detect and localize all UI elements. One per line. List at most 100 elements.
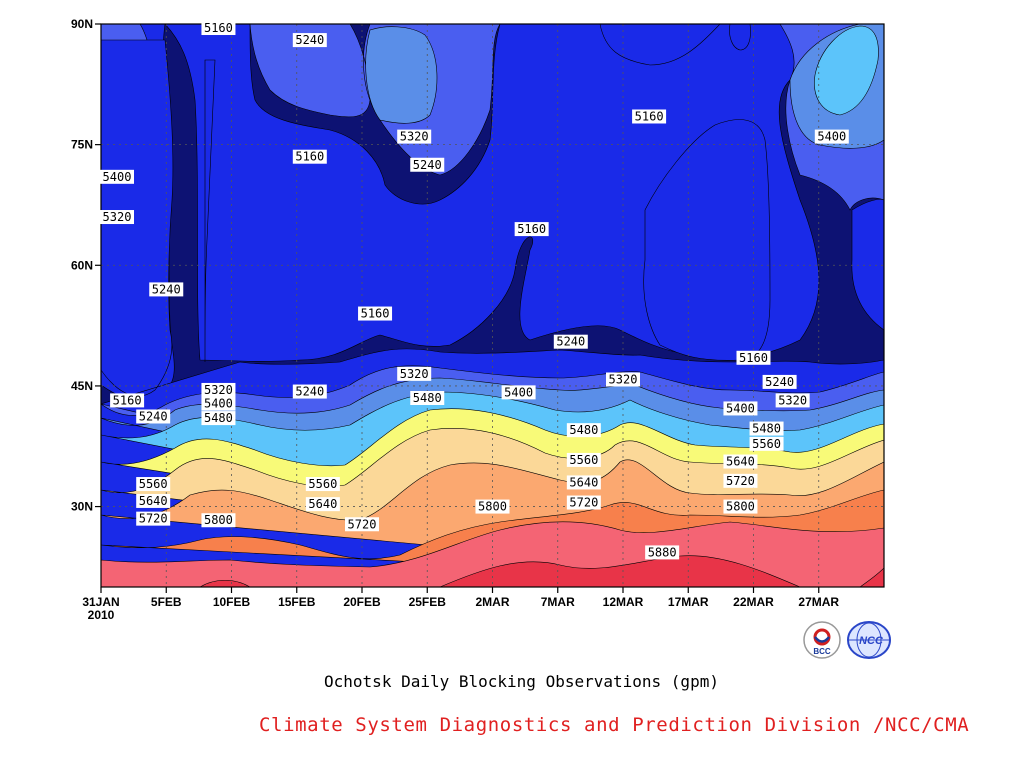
x-tick-label: 27MAR <box>798 595 839 609</box>
svg-text:5800: 5800 <box>726 500 755 514</box>
svg-text:5720: 5720 <box>569 496 598 510</box>
x-tick-label: 2MAR <box>475 595 509 609</box>
contour-label: 5240 <box>762 374 797 389</box>
contour-label: 5160 <box>201 21 236 36</box>
svg-text:5160: 5160 <box>739 351 768 365</box>
svg-text:5160: 5160 <box>295 150 324 164</box>
contour-label: 5160 <box>292 149 327 164</box>
contour-label: 5400 <box>501 385 536 400</box>
svg-text:5240: 5240 <box>139 409 168 423</box>
contour-label: 5320 <box>397 129 432 144</box>
contour-region <box>643 119 771 361</box>
svg-text:5560: 5560 <box>308 477 337 491</box>
svg-text:5480: 5480 <box>204 411 233 425</box>
contour-label: 5640 <box>723 454 758 469</box>
contour-labels: 5160524053205160524051605400540053205160… <box>100 21 849 560</box>
x-tick-label: 25FEB <box>409 595 447 609</box>
contour-label: 5880 <box>645 545 680 560</box>
contour-label: 5160 <box>632 109 667 124</box>
bcc-logo-icon: BCC <box>802 620 842 660</box>
svg-text:5240: 5240 <box>295 33 324 47</box>
contour-label: 5240 <box>136 409 171 424</box>
svg-text:5560: 5560 <box>752 437 781 451</box>
svg-text:5320: 5320 <box>103 210 132 224</box>
x-tick-label: 20FEB <box>343 595 381 609</box>
contour-label: 5400 <box>100 169 134 184</box>
contour-label: 5800 <box>201 513 236 528</box>
contour-label: 5160 <box>110 393 145 408</box>
chart-title: Ochotsk Daily Blocking Observations (gpm… <box>324 672 719 691</box>
svg-text:5160: 5160 <box>113 393 142 407</box>
x-tick-label: 12MAR <box>603 595 644 609</box>
svg-text:5560: 5560 <box>139 477 168 491</box>
contour-label: 5720 <box>566 495 601 510</box>
contour-label: 5160 <box>736 350 771 365</box>
svg-text:5320: 5320 <box>400 367 429 381</box>
contour-label: 5560 <box>749 436 784 451</box>
svg-text:5320: 5320 <box>778 393 807 407</box>
credit-text: Climate System Diagnostics and Predictio… <box>259 714 970 736</box>
contour-label: 5560 <box>136 477 171 492</box>
contour-label: 5400 <box>814 129 849 144</box>
x-tick-label: 22MAR <box>733 595 774 609</box>
contour-label: 5240 <box>553 334 588 349</box>
svg-text:5640: 5640 <box>308 497 337 511</box>
contour-label: 5320 <box>397 366 432 381</box>
y-tick-label: 75N <box>71 138 93 152</box>
y-tick-label: 60N <box>71 258 93 272</box>
svg-text:5720: 5720 <box>348 517 377 531</box>
contour-bands <box>101 24 884 587</box>
svg-text:5400: 5400 <box>817 130 846 144</box>
contour-label: 5480 <box>201 411 236 426</box>
contour-label: 5560 <box>566 452 601 467</box>
svg-text:5880: 5880 <box>648 545 677 559</box>
svg-text:5160: 5160 <box>361 307 390 321</box>
svg-text:5560: 5560 <box>569 453 598 467</box>
contour-region <box>599 24 721 66</box>
contour-label: 5720 <box>136 511 171 526</box>
bcc-logo-text: BCC <box>813 647 831 656</box>
contour-label: 5720 <box>723 473 758 488</box>
svg-text:5800: 5800 <box>204 513 233 527</box>
svg-text:5480: 5480 <box>413 391 442 405</box>
svg-text:5160: 5160 <box>635 109 664 123</box>
svg-text:5400: 5400 <box>103 170 132 184</box>
svg-text:5480: 5480 <box>569 423 598 437</box>
svg-text:5320: 5320 <box>400 130 429 144</box>
svg-text:5240: 5240 <box>413 158 442 172</box>
contour-label: 5320 <box>201 382 236 397</box>
contour-label: 5480 <box>749 421 784 436</box>
contour-label: 5240 <box>149 282 184 297</box>
contour-label: 5400 <box>201 396 236 411</box>
svg-text:5640: 5640 <box>569 475 598 489</box>
contour-label: 5160 <box>358 306 393 321</box>
svg-text:5400: 5400 <box>204 397 233 411</box>
contour-label: 5400 <box>723 401 758 416</box>
svg-text:5240: 5240 <box>152 282 181 296</box>
contour-label: 5240 <box>292 384 327 399</box>
contour-region <box>729 24 751 51</box>
contour-region <box>365 26 438 124</box>
svg-text:5240: 5240 <box>556 335 585 349</box>
svg-text:5800: 5800 <box>478 500 507 514</box>
y-tick-label: 30N <box>71 500 93 514</box>
x-tick-label: 10FEB <box>213 595 251 609</box>
svg-text:5160: 5160 <box>204 21 233 35</box>
contour-label: 5320 <box>100 210 134 225</box>
contour-label: 5240 <box>410 157 445 172</box>
contour-label: 5240 <box>292 33 327 48</box>
svg-text:5400: 5400 <box>504 385 533 399</box>
x-tick-label: 7MAR <box>541 595 575 609</box>
contour-label: 5480 <box>410 390 445 405</box>
contour-label: 5640 <box>566 475 601 490</box>
x-tick-sublabel: 2010 <box>88 608 115 622</box>
x-tick-label: 15FEB <box>278 595 316 609</box>
svg-text:5720: 5720 <box>726 474 755 488</box>
contour-label: 5160 <box>514 222 549 237</box>
contour-label: 5320 <box>775 393 810 408</box>
svg-text:5640: 5640 <box>139 494 168 508</box>
svg-text:5640: 5640 <box>726 455 755 469</box>
ncc-logo-text: NCC <box>859 635 884 647</box>
